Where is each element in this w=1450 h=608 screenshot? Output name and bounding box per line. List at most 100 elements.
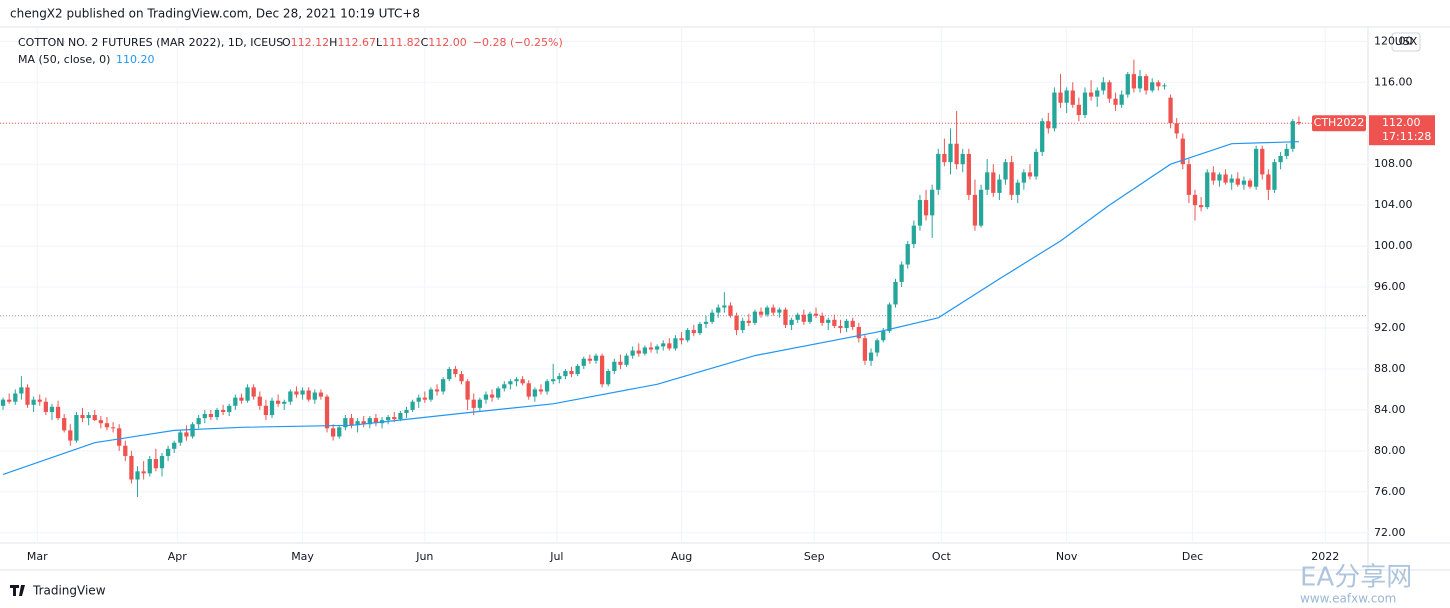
candle-body bbox=[728, 305, 733, 316]
candle-body bbox=[428, 389, 434, 400]
candle-body bbox=[269, 400, 275, 416]
candle-body bbox=[722, 305, 727, 308]
candle-body bbox=[496, 388, 501, 398]
legend-ohlc-part: L bbox=[376, 36, 383, 49]
candle-body bbox=[807, 313, 813, 322]
candle-body bbox=[1021, 172, 1026, 183]
candle-body bbox=[312, 392, 317, 400]
candle-body bbox=[239, 397, 244, 401]
candle-body bbox=[257, 396, 262, 406]
candle-body bbox=[104, 423, 110, 428]
candle-body bbox=[532, 389, 537, 397]
candle-body bbox=[581, 358, 586, 366]
candle-body bbox=[1027, 172, 1033, 177]
candle-body bbox=[954, 143, 959, 165]
candle-body bbox=[465, 381, 470, 400]
candle-body bbox=[1260, 148, 1265, 175]
currency[interactable]: USX bbox=[1395, 35, 1418, 48]
x-tick-label: Jun bbox=[415, 550, 433, 563]
candle-body bbox=[392, 417, 397, 420]
candle-body bbox=[80, 415, 85, 419]
candle-body bbox=[86, 415, 91, 419]
candle-body bbox=[1284, 148, 1289, 156]
candle-body bbox=[453, 368, 458, 375]
candle-body bbox=[1070, 90, 1075, 105]
legend-ohlc-part: −0.28 (−0.25%) bbox=[473, 36, 563, 49]
candle-body bbox=[147, 459, 152, 474]
candle-body bbox=[135, 471, 140, 480]
currency-button[interactable] bbox=[1391, 32, 1421, 52]
candle-body bbox=[62, 418, 67, 431]
candle-body bbox=[123, 445, 128, 456]
candle-body bbox=[667, 343, 672, 349]
candle-body bbox=[820, 315, 825, 323]
candle-body bbox=[758, 311, 764, 315]
candle-body bbox=[752, 311, 758, 323]
y-tick-label: 108.00 bbox=[1374, 157, 1413, 170]
candle-body bbox=[1033, 151, 1039, 177]
candle-body bbox=[936, 153, 941, 190]
candle-body bbox=[330, 428, 336, 437]
candle-body bbox=[789, 319, 794, 325]
candle-body bbox=[911, 225, 916, 245]
candle-body bbox=[526, 383, 531, 397]
x-tick-label: Mar bbox=[27, 550, 48, 563]
candle-body bbox=[1137, 76, 1143, 89]
candle-body bbox=[1095, 90, 1100, 97]
candle-body bbox=[1278, 156, 1283, 163]
candle-body bbox=[282, 401, 287, 404]
candle-body bbox=[1131, 74, 1137, 89]
candle-body bbox=[520, 379, 525, 384]
candle-body bbox=[972, 194, 978, 226]
candle-body bbox=[887, 304, 892, 332]
candle-body bbox=[25, 387, 30, 405]
candle-body bbox=[1217, 174, 1222, 181]
candle-body bbox=[1088, 92, 1094, 97]
candle-body bbox=[709, 312, 715, 322]
candle-body bbox=[1064, 90, 1069, 103]
candle-body bbox=[1205, 172, 1210, 208]
watermark: EA分享网 bbox=[1300, 563, 1412, 593]
y-tick-label: 116.00 bbox=[1374, 75, 1413, 88]
candle-body bbox=[923, 200, 929, 216]
candle-body bbox=[1150, 82, 1155, 91]
candle-body bbox=[1015, 182, 1020, 195]
y-tick-label: 104.00 bbox=[1374, 198, 1413, 211]
symbol-tag-text: CTH2022 bbox=[1314, 116, 1365, 129]
x-tick-label: Oct bbox=[932, 550, 952, 563]
candle-body bbox=[422, 397, 427, 400]
candle-body bbox=[1040, 121, 1045, 152]
candle-body bbox=[1156, 82, 1161, 87]
candle-body bbox=[551, 379, 556, 382]
last-price: 112.00 bbox=[1382, 116, 1421, 129]
candle-body bbox=[1186, 164, 1192, 195]
candle-body bbox=[942, 153, 947, 163]
ma-line bbox=[2, 141, 1299, 475]
candle-body bbox=[740, 320, 745, 331]
candle-body bbox=[764, 307, 770, 315]
candle-body bbox=[991, 172, 996, 193]
candle-body bbox=[410, 401, 415, 410]
legend-symbol: COTTON NO. 2 FUTURES (MAR 2022), 1D, ICE… bbox=[18, 36, 283, 49]
candle-body bbox=[1180, 138, 1185, 165]
x-tick-label: Jul bbox=[549, 550, 563, 563]
candle-body bbox=[544, 381, 550, 392]
candle-body bbox=[1052, 92, 1057, 129]
candle-body bbox=[141, 471, 146, 474]
candle-body bbox=[416, 397, 421, 402]
candle-body bbox=[801, 314, 806, 322]
candle-body bbox=[1296, 122, 1302, 124]
logo-icon bbox=[10, 585, 25, 596]
candle-body bbox=[850, 320, 855, 327]
candle-body bbox=[1229, 178, 1234, 183]
candle-body bbox=[1082, 92, 1088, 116]
candle-body bbox=[868, 352, 874, 361]
legend-ohlc-part: 112.12 bbox=[291, 36, 330, 49]
legend-ohlc-part: H bbox=[329, 36, 337, 49]
candle-body bbox=[49, 406, 55, 412]
candle-body bbox=[117, 428, 122, 446]
candle-body bbox=[624, 355, 629, 365]
candle-body bbox=[593, 355, 599, 361]
candle-body bbox=[404, 409, 409, 413]
